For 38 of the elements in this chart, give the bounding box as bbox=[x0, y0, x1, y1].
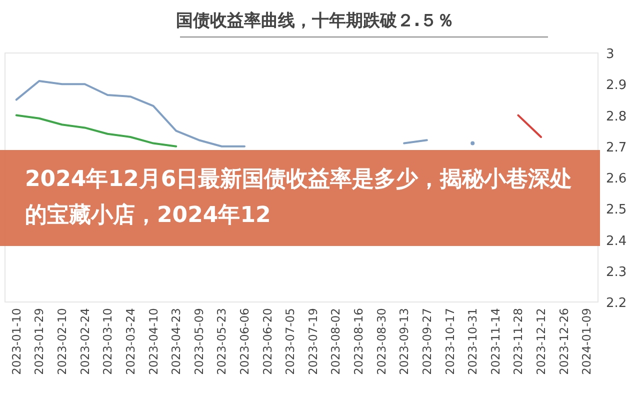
x-tick-label: 2023-09-13 bbox=[397, 308, 412, 375]
x-tick-label: 2023-11-14 bbox=[488, 308, 502, 375]
x-tick-label: 2023-07-05 bbox=[283, 308, 298, 375]
x-tick-label: 2023-06-06 bbox=[237, 308, 252, 375]
annotation: 2024年12月6日最新国债收益率是多少，揭秘小巷深处的宝藏小店，2024年12 bbox=[25, 166, 574, 230]
y-tick-label: 2.7 bbox=[606, 140, 627, 156]
x-tick-label: 2023-12-12 bbox=[534, 308, 548, 375]
x-tick-label: 2023-05-09 bbox=[192, 308, 206, 375]
x-tick-label: 2023-09-27 bbox=[420, 308, 434, 375]
x-tick-label: 2023-06-20 bbox=[260, 308, 274, 375]
y-tick-label: 2.4 bbox=[606, 234, 627, 249]
x-tick-label: 2023-12-26 bbox=[556, 308, 571, 375]
y-tick-label: 3 bbox=[606, 47, 614, 62]
y-tick-label: 2.8 bbox=[606, 109, 627, 124]
x-tick-label: 2023-10-17 bbox=[442, 308, 457, 375]
y-tick-label: 2.6 bbox=[606, 172, 627, 186]
x-tick-label: 2023-01-29 bbox=[32, 308, 46, 375]
x-tick-label: 2023-01-10 bbox=[9, 308, 24, 375]
title: 国债收益率曲线，十年期跌破２.５％ bbox=[176, 11, 454, 31]
x-tick-label: 2023-02-24 bbox=[78, 308, 92, 375]
y-tick-label: 2.3 bbox=[606, 264, 627, 280]
x-tick-label: 2023-08-30 bbox=[374, 308, 388, 375]
x-tick-label: 2023-04-23 bbox=[169, 308, 184, 375]
x-tick-label: 2023-05-23 bbox=[214, 308, 229, 375]
x-tick-label: 2023-08-02 bbox=[328, 308, 343, 375]
x-tick-label: 2023-04-10 bbox=[146, 308, 160, 375]
x-tick-label: 2023-11-28 bbox=[511, 308, 526, 375]
x-tick-label: 2023-03-24 bbox=[123, 308, 138, 375]
y-tick-label: 2.9 bbox=[606, 78, 627, 94]
line-series bbox=[15, 114, 178, 148]
x-tick-label: 2024-01-09 bbox=[580, 308, 594, 375]
x-tick-label: 2023-03-10 bbox=[100, 308, 115, 375]
x-tick-label: 2023-02-10 bbox=[55, 308, 70, 375]
x-tick-label: 2023-07-19 bbox=[306, 308, 320, 375]
y-tick-label: 2.2 bbox=[606, 296, 627, 311]
y-tick-label: 2.5 bbox=[606, 202, 627, 218]
x-tick-label: 2023-08-16 bbox=[352, 308, 366, 375]
x-tick-label: 2023-10-31 bbox=[466, 308, 480, 375]
